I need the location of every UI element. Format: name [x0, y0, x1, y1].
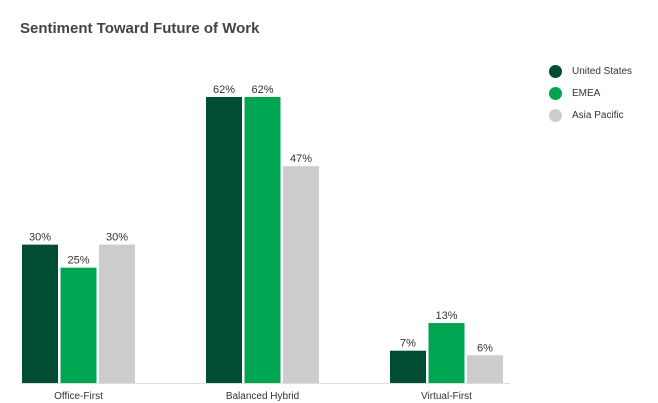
- legend: United States EMEA Asia Pacific: [549, 60, 632, 126]
- bar-emea: [428, 323, 465, 383]
- data-label: 13%: [435, 310, 457, 322]
- category-label: Office-First: [54, 391, 103, 402]
- bar-asia-pacific: [99, 244, 135, 383]
- bar-asia-pacific: [467, 355, 503, 383]
- data-label: 47%: [290, 153, 312, 165]
- bar-emea: [244, 97, 281, 383]
- data-label: 62%: [251, 84, 273, 96]
- legend-label: Asia Pacific: [572, 109, 624, 121]
- legend-label: United States: [572, 65, 633, 77]
- bar-united-states: [22, 244, 58, 383]
- data-label: 7%: [400, 338, 416, 350]
- bar-united-states: [390, 350, 426, 383]
- data-label: 6%: [477, 342, 493, 354]
- legend-swatch: [549, 64, 562, 78]
- bar-emea: [60, 267, 97, 383]
- chart-title: Sentiment Toward Future of Work: [20, 20, 260, 37]
- legend-swatch: [549, 108, 562, 122]
- legend-swatch: [549, 86, 562, 100]
- legend-item: EMEA: [549, 82, 632, 104]
- bar-united-states: [206, 97, 242, 383]
- category-label: Virtual-First: [421, 391, 472, 402]
- data-label: 62%: [213, 84, 235, 96]
- category-label: Balanced Hybrid: [226, 391, 299, 402]
- legend-label: EMEA: [572, 87, 601, 99]
- data-label: 25%: [67, 255, 89, 267]
- legend-item: Asia Pacific: [549, 104, 632, 126]
- data-label: 30%: [106, 232, 128, 244]
- legend-item: United States: [549, 60, 632, 82]
- data-label: 30%: [29, 232, 51, 244]
- bar-asia-pacific: [283, 166, 319, 383]
